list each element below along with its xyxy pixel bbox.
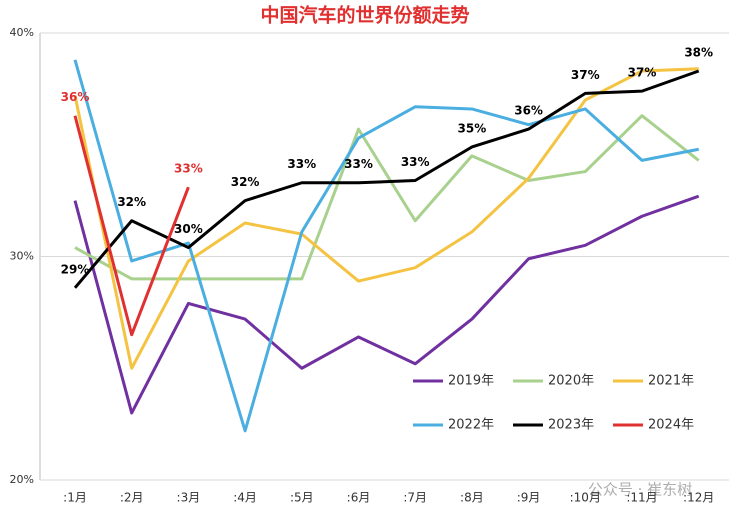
x-tick-label: :12月 <box>683 491 714 505</box>
series-line <box>73 59 699 433</box>
x-tick-label: :9月 <box>517 491 541 505</box>
x-tick-label: :8月 <box>460 491 484 505</box>
series-line <box>73 69 700 289</box>
x-tick-label: :6月 <box>347 491 371 505</box>
data-label: 29% <box>61 262 90 276</box>
data-label: 37% <box>571 68 600 82</box>
legend-label: 2023年 <box>548 418 594 433</box>
data-label: 35% <box>458 121 487 135</box>
series-line <box>73 115 190 337</box>
data-label: 37% <box>628 66 657 80</box>
y-tick-label: 30% <box>10 250 34 263</box>
data-label: 36% <box>514 104 543 118</box>
x-tick-label: :5月 <box>290 491 314 505</box>
x-tick-label: :1月 <box>63 491 87 505</box>
x-tick-label: :11月 <box>626 491 657 505</box>
watermark: 公众号 · 崔东树 <box>588 481 692 499</box>
series-line <box>73 67 699 370</box>
y-tick-label: 20% <box>10 473 34 486</box>
legend-label: 2020年 <box>548 374 594 389</box>
data-label: 33% <box>344 157 373 171</box>
data-label: 33% <box>401 155 430 169</box>
legend-label: 2024年 <box>648 418 694 433</box>
data-label: 32% <box>231 175 260 189</box>
x-tick-label: :7月 <box>403 491 427 505</box>
y-tick-label: 40% <box>10 26 34 39</box>
x-tick-label: :4月 <box>233 491 257 505</box>
legend-label: 2022年 <box>448 418 494 433</box>
data-label: 36% <box>61 90 90 104</box>
series-line <box>73 194 700 415</box>
data-label: 32% <box>117 195 146 209</box>
x-tick-label: :3月 <box>177 491 201 505</box>
data-label: 33% <box>287 157 316 171</box>
chart-title: 中国汽车的世界份额走势 <box>260 4 469 27</box>
series-line <box>74 114 700 281</box>
x-tick-label: :2月 <box>120 491 144 505</box>
legend-label: 2019年 <box>448 374 494 389</box>
data-label: 33% <box>174 162 203 176</box>
data-label: 38% <box>684 45 713 59</box>
legend-label: 2021年 <box>648 374 694 389</box>
x-tick-label: :10月 <box>570 491 601 505</box>
data-label: 30% <box>174 222 203 236</box>
